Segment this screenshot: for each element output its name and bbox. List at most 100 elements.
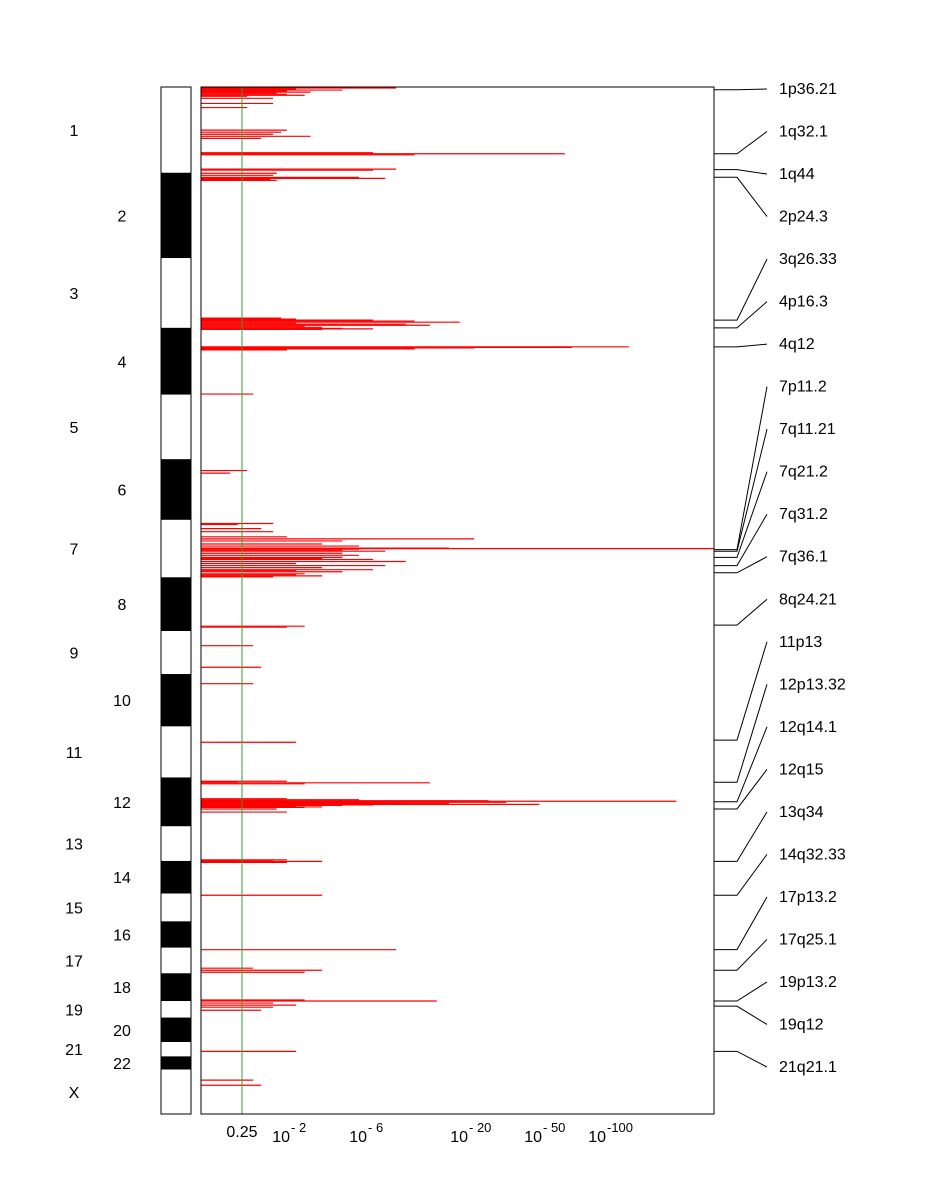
peak-label-19q12: 19q12 xyxy=(779,1016,824,1033)
peak-label-1q44: 1q44 xyxy=(779,166,815,183)
peak-leader-line xyxy=(714,258,768,321)
peak-leader-line xyxy=(714,1005,768,1025)
chromosome-label-17: 17 xyxy=(65,954,83,971)
chromosome-band-21 xyxy=(161,1042,191,1057)
x-tick-label: 10 xyxy=(272,1129,290,1146)
chromosome-label-10: 10 xyxy=(113,693,131,710)
chromosome-label-1: 1 xyxy=(70,123,79,140)
q-value-bars xyxy=(201,87,714,1086)
peak-leader-line xyxy=(714,429,768,552)
plot-frame xyxy=(200,86,715,1115)
peak-leader-line xyxy=(714,684,768,783)
peak-label-2p24.3: 2p24.3 xyxy=(779,209,828,226)
peak-label-12q14.1: 12q14.1 xyxy=(779,719,837,736)
chromosome-band-18 xyxy=(161,973,191,1002)
chromosome-band-8 xyxy=(161,577,191,632)
chromosome-label-14: 14 xyxy=(113,870,131,887)
chromosome-band-13 xyxy=(161,826,191,861)
chromosome-label-3: 3 xyxy=(70,286,79,303)
peak-label-7q36.1: 7q36.1 xyxy=(779,549,828,566)
peak-leader-line xyxy=(714,301,768,329)
chromosome-label-X: X xyxy=(69,1085,80,1102)
chromosome-label-9: 9 xyxy=(70,646,79,663)
peak-label-7q11.21: 7q11.21 xyxy=(779,421,836,438)
chromosome-label-22: 22 xyxy=(113,1056,131,1073)
peak-label-13q34: 13q34 xyxy=(779,804,824,821)
x-tick-label: 0.25 xyxy=(226,1124,257,1141)
chromosome-label-12: 12 xyxy=(113,795,131,812)
peak-label-7q31.2: 7q31.2 xyxy=(779,506,828,523)
peak-label-7p11.2: 7p11.2 xyxy=(779,379,827,396)
ideogram-outline xyxy=(160,86,192,1115)
peak-leader-line xyxy=(714,1050,768,1068)
peak-leader-line xyxy=(714,854,768,896)
peak-leader-line xyxy=(714,556,768,574)
peak-leader-line xyxy=(714,88,768,91)
peak-label-7q21.2: 7q21.2 xyxy=(779,464,828,481)
chromosome-band-12 xyxy=(161,777,191,827)
peak-label-14q32.33: 14q32.33 xyxy=(779,846,846,863)
chromosome-label-19: 19 xyxy=(65,1002,83,1019)
chromosome-band-14 xyxy=(161,860,191,894)
peak-leader-line xyxy=(714,726,768,803)
chromosome-band-15 xyxy=(161,893,191,922)
chromosome-band-4 xyxy=(161,327,191,395)
peak-leader-line xyxy=(714,641,768,741)
chromosome-band-5 xyxy=(161,394,191,460)
peak-label-21q21.1: 21q21.1 xyxy=(779,1059,837,1076)
chromosome-label-6: 6 xyxy=(118,483,127,500)
chromosome-label-5: 5 xyxy=(70,420,79,437)
chromosome-band-7 xyxy=(161,519,191,578)
chromosome-label-18: 18 xyxy=(113,980,131,997)
peak-leader-line xyxy=(714,513,768,567)
peak-label-17q25.1: 17q25.1 xyxy=(779,931,837,948)
chromosome-label-15: 15 xyxy=(65,900,83,917)
chromosome-band-19 xyxy=(161,1001,191,1018)
peak-leader-line xyxy=(714,169,768,175)
peak-label-4q12: 4q12 xyxy=(779,336,815,353)
chromosome-band-20 xyxy=(161,1017,191,1043)
chromosome-band-22 xyxy=(161,1056,191,1070)
x-tick-label: 10 xyxy=(349,1129,367,1146)
peak-leader-line xyxy=(714,896,768,951)
chromosome-label-21: 21 xyxy=(65,1042,83,1059)
chromosome-band-9 xyxy=(161,631,191,675)
chromosome-label-13: 13 xyxy=(65,837,83,854)
x-tick-label: 10 xyxy=(450,1129,468,1146)
peak-leader-line xyxy=(714,769,768,810)
x-tick-exponent: - 6 xyxy=(368,1120,383,1135)
chromosome-label-11: 11 xyxy=(66,745,83,762)
chromosome-band-2 xyxy=(161,172,191,259)
chromosome-ideogram xyxy=(160,86,192,1115)
chromosome-band-3 xyxy=(161,258,191,328)
x-tick-exponent: - 50 xyxy=(543,1120,565,1135)
x-tick-exponent: -100 xyxy=(607,1120,633,1135)
chromosome-label-20: 20 xyxy=(113,1023,131,1040)
x-tick-exponent: - 20 xyxy=(469,1120,491,1135)
peak-leader-line xyxy=(714,981,768,1002)
peak-leader-line xyxy=(714,343,768,348)
chromosome-band-17 xyxy=(161,947,191,974)
peak-label-19p13.2: 19p13.2 xyxy=(779,974,837,991)
chromosome-label-16: 16 xyxy=(113,928,131,945)
chromosome-band-X xyxy=(161,1069,191,1114)
chromosome-label-8: 8 xyxy=(118,597,127,614)
peak-label-4p16.3: 4p16.3 xyxy=(779,294,828,311)
chromosome-label-7: 7 xyxy=(70,542,79,559)
chromosome-band-10 xyxy=(161,674,191,727)
peak-label-3q26.33: 3q26.33 xyxy=(779,251,837,268)
peak-label-1p36.21: 1p36.21 xyxy=(779,81,837,98)
peak-label-11p13: 11p13 xyxy=(779,634,822,651)
peak-label-12p13.32: 12p13.32 xyxy=(779,676,846,693)
peak-label-1q32.1: 1q32.1 xyxy=(779,124,828,141)
chromosome-label-4: 4 xyxy=(118,354,127,371)
peak-label-8q24.21: 8q24.21 xyxy=(779,591,837,608)
chromosome-band-1 xyxy=(161,87,191,173)
peak-leader-line xyxy=(714,176,768,217)
peak-leader-line xyxy=(714,811,768,862)
peak-leader-line xyxy=(714,598,768,626)
peak-label-12q15: 12q15 xyxy=(779,761,824,778)
